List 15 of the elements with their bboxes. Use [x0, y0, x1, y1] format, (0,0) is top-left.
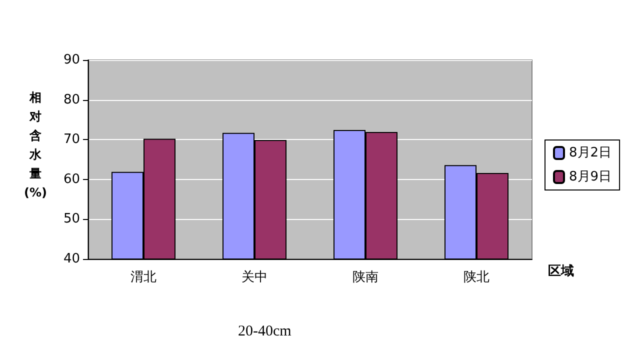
y-tick-label: 70: [63, 132, 80, 148]
y-tick-label: 90: [63, 52, 80, 68]
y-tick-label: 80: [63, 92, 80, 108]
y-axis-title: 相对含水量(%): [24, 90, 47, 200]
x-tick-label: 陕南: [352, 270, 378, 285]
y-tick-label: 50: [63, 212, 80, 227]
x-axis-title: 区域: [548, 264, 574, 279]
x-tick-label: 陕北: [464, 270, 490, 285]
y-tick-label: 40: [63, 252, 80, 266]
y-tick-label: 60: [63, 172, 80, 187]
legend-label: 8月9日: [569, 170, 612, 184]
legend-label: 8月2日: [569, 146, 612, 160]
x-tick-label: 关中: [242, 270, 268, 285]
x-tick-label: 渭北: [130, 270, 156, 285]
text: 20-40cm: [238, 324, 292, 340]
